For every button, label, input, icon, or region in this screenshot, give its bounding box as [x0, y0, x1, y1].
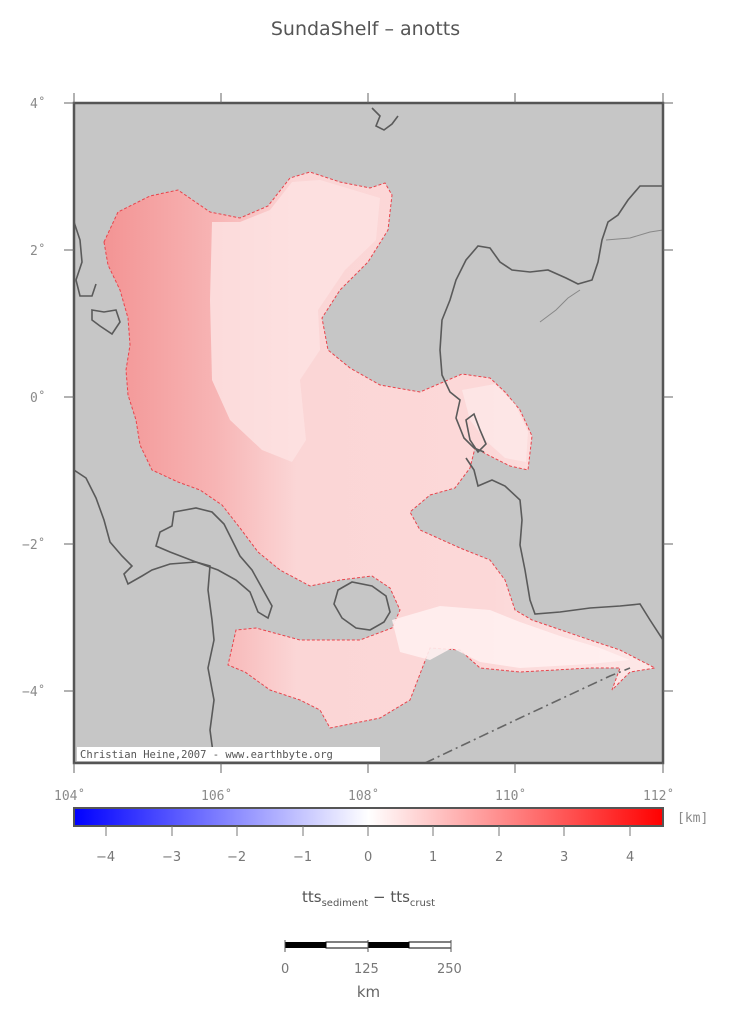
scale-unit: km: [356, 983, 381, 1001]
colorbar-tick-label: 3: [560, 850, 568, 865]
colorbar-tick-label: −2: [227, 850, 246, 865]
map-title: SundaShelf – anotts: [270, 18, 461, 40]
colorbar-tick-label: −1: [293, 850, 312, 865]
credit-text: Christian Heine,2007 - www.earthbyte.org: [80, 749, 333, 761]
lat-label: 4˚: [30, 96, 46, 112]
lat-label: 0˚: [30, 390, 46, 406]
lon-label: 106˚: [201, 788, 232, 804]
coast-borneo-west: [439, 185, 663, 453]
scale-label: 250: [437, 962, 462, 977]
anomaly-light-patch-east: [392, 606, 630, 668]
trench-line: [424, 667, 631, 763]
lat-label: −4˚: [22, 684, 45, 700]
coast-borneo-south: [465, 457, 663, 641]
coast-natuna: [371, 107, 399, 131]
lon-label: 112˚: [643, 788, 674, 804]
coast-belitung: [333, 581, 391, 631]
colorbar-unit: [km]: [677, 811, 708, 826]
colorbar-ticks: [105, 826, 631, 836]
scale-label: 125: [354, 962, 379, 977]
colorbar-tick-label: 2: [495, 850, 503, 865]
coast-bangka: [155, 507, 273, 620]
anomaly-light-patch-bay: [462, 384, 528, 462]
colorbar-title: ttssediment − ttscrust: [302, 888, 435, 909]
lon-label: 104˚: [54, 788, 85, 804]
colorbar-tick-label: 1: [429, 850, 437, 865]
anomaly-light-patch: [210, 180, 380, 462]
coastlines: [74, 107, 663, 761]
colorbar-tick-label: −3: [162, 850, 181, 865]
coast-sumatra: [74, 469, 215, 761]
colorbar: [73, 807, 664, 827]
colorbar-tick-label: 4: [626, 850, 634, 865]
scale-bar: [284, 940, 452, 952]
lat-axis: [64, 93, 673, 773]
coast-natuna-small: [91, 309, 121, 336]
scale-label: 0: [281, 962, 289, 977]
credit-box: [77, 747, 380, 761]
coast-malay-peninsula: [74, 221, 97, 297]
political-borders: [424, 229, 663, 763]
lon-label: 108˚: [348, 788, 379, 804]
lat-label: −2˚: [22, 537, 45, 553]
colorbar-tick-label: 0: [364, 850, 372, 865]
coast-kalimantan-inlet: [465, 412, 487, 454]
colorbar-tick-label: −4: [96, 850, 115, 865]
lon-label: 110˚: [495, 788, 526, 804]
lat-label: 2˚: [30, 243, 46, 259]
